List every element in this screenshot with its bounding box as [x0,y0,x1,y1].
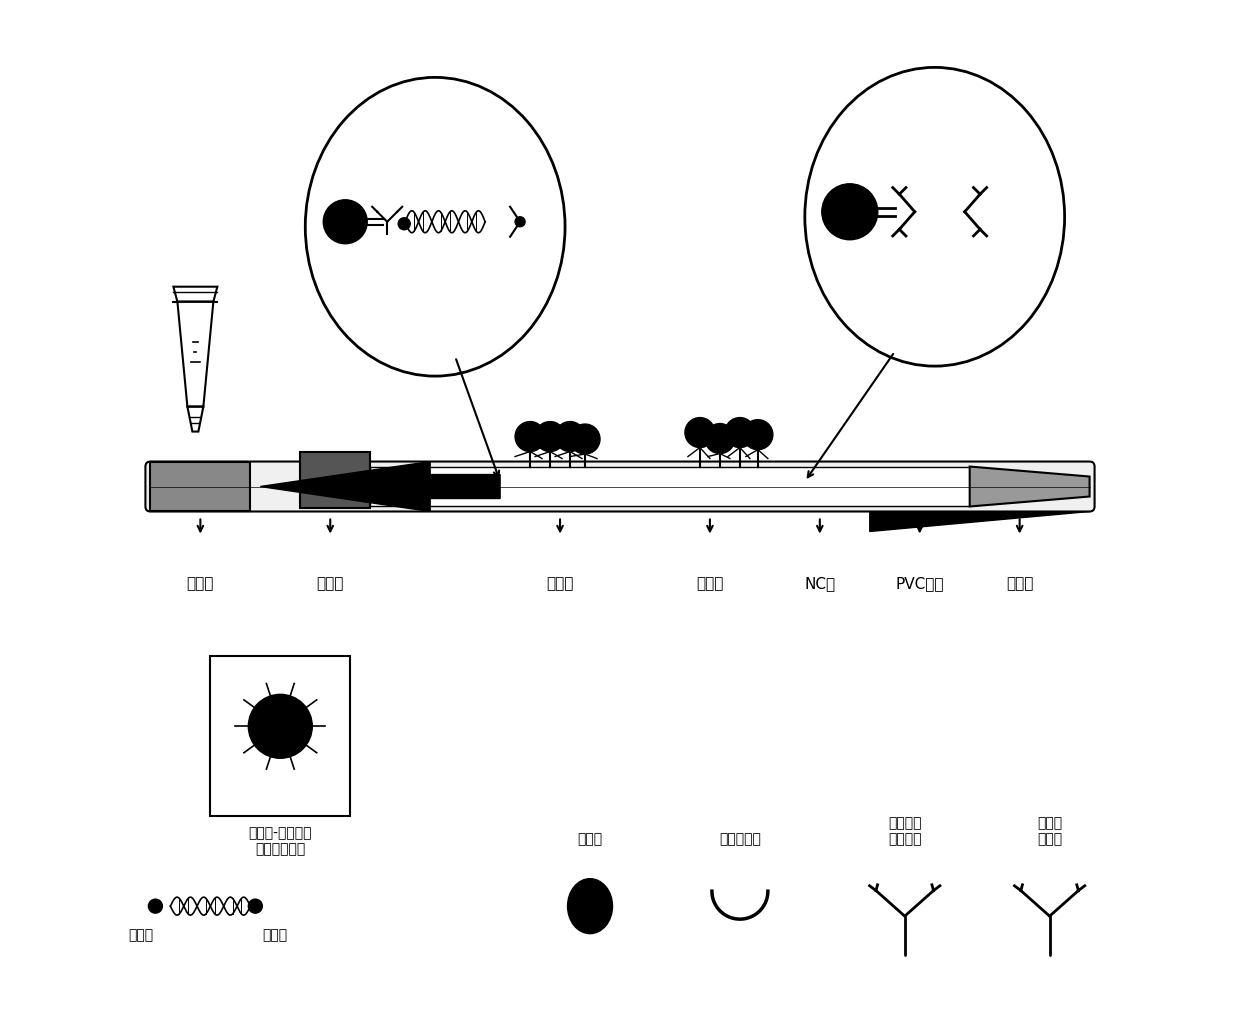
Text: 质控线: 质控线 [696,576,724,592]
Circle shape [704,423,735,454]
Polygon shape [869,501,1090,532]
Text: 抗地高
辛抗体: 抗地高 辛抗体 [1037,816,1063,846]
Text: PVC背板: PVC背板 [895,576,944,592]
Text: 链霟亲和素: 链霟亲和素 [719,833,761,846]
Polygon shape [970,467,1090,506]
Polygon shape [150,462,250,512]
Text: 吸水纸: 吸水纸 [1006,576,1033,592]
Circle shape [822,183,878,240]
Circle shape [515,421,546,452]
Text: 结合垫: 结合垫 [316,576,343,592]
Circle shape [570,424,600,454]
Text: 兔抗鼠多
克隆抗体: 兔抗鼠多 克隆抗体 [888,816,921,846]
Ellipse shape [568,878,613,934]
Circle shape [324,200,367,244]
Circle shape [725,417,755,448]
Polygon shape [260,462,500,512]
Text: 胶体金: 胶体金 [578,833,603,846]
Circle shape [398,218,410,230]
Circle shape [556,421,585,452]
Circle shape [515,217,525,227]
Text: 生物素: 生物素 [263,928,288,942]
Circle shape [149,900,162,913]
Circle shape [536,421,565,452]
Circle shape [248,694,312,759]
FancyBboxPatch shape [371,467,970,506]
Text: NC膜: NC膜 [805,576,836,592]
Circle shape [743,419,773,450]
Text: 检测线: 检测线 [547,576,574,592]
Text: 样品垫: 样品垫 [187,576,215,592]
Circle shape [248,900,263,913]
FancyBboxPatch shape [145,462,1095,512]
Circle shape [684,417,715,448]
Text: 地高辛: 地高辛 [128,928,153,942]
Polygon shape [300,452,371,509]
Text: 胶体金-鼠抗地高
辛单克隆抗体: 胶体金-鼠抗地高 辛单克隆抗体 [248,827,312,856]
FancyBboxPatch shape [211,656,350,816]
